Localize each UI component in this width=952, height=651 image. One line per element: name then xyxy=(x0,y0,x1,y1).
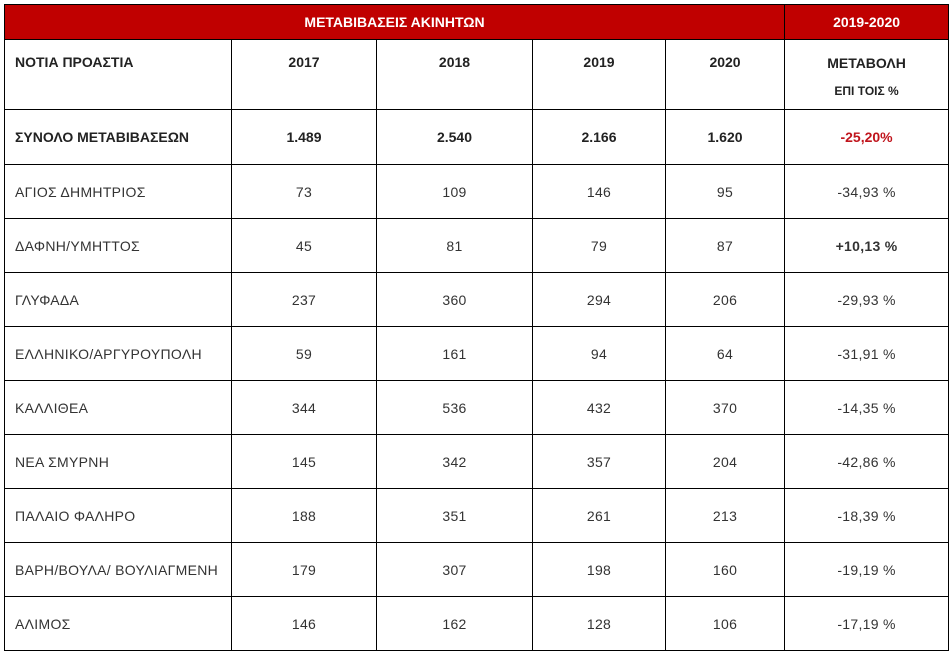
value-2018: 161 xyxy=(376,326,533,381)
col-area: ΝΟΤΙΑ ΠΡΟΑΣΤΙΑ xyxy=(4,39,232,110)
value-2017: 59 xyxy=(231,326,377,381)
table-row: ΑΓΙΟΣ ΔΗΜΗΤΡΙΟΣ 73 109 146 95 -34,93 % xyxy=(4,164,950,219)
value-2018: 307 xyxy=(376,542,533,597)
value-2017: 179 xyxy=(231,542,377,597)
value-2017: 45 xyxy=(231,218,377,273)
value-2017: 344 xyxy=(231,380,377,435)
value-2019: 357 xyxy=(532,434,666,489)
value-2018: 360 xyxy=(376,272,533,327)
col-change-unit: ΕΠΙ ΤΟΙΣ % xyxy=(834,84,899,98)
value-2018: 109 xyxy=(376,164,533,219)
value-2019: 294 xyxy=(532,272,666,327)
area-name: ΓΛΥΦΑΔΑ xyxy=(4,272,232,327)
value-2018: 536 xyxy=(376,380,533,435)
value-2020: 64 xyxy=(664,326,786,381)
value-2019: 261 xyxy=(532,488,666,543)
change-value: -18,39 % xyxy=(784,488,950,543)
value-2017: 73 xyxy=(231,164,377,219)
area-name: ΑΛΙΜΟΣ xyxy=(4,596,232,651)
value-2020: 87 xyxy=(664,218,786,273)
area-name: ΒΑΡΗ/ΒΟΥΛΑ/ ΒΟΥΛΙΑΓΜΕΝΗ xyxy=(4,542,232,597)
table-header-row: ΜΕΤΑΒΙΒΑΣΕΙΣ ΑΚΙΝΗΤΩΝ 2019-2020 xyxy=(3,4,950,40)
value-2020: 160 xyxy=(664,542,786,597)
area-name: ΔΑΦΝΗ/ΥΜΗΤΤΟΣ xyxy=(4,218,232,273)
value-2019: 128 xyxy=(532,596,666,651)
area-name: ΕΛΛΗΝΙΚΟ/ΑΡΓΥΡΟΥΠΟΛΗ xyxy=(4,326,232,381)
total-2019: 2.166 xyxy=(532,109,666,165)
col-2018: 2018 xyxy=(376,39,533,110)
col-2020: 2020 xyxy=(664,39,786,110)
change-value: -34,93 % xyxy=(784,164,950,219)
value-2017: 237 xyxy=(231,272,377,327)
value-2019: 198 xyxy=(532,542,666,597)
table-row: ΓΛΥΦΑΔΑ 237 360 294 206 -29,93 % xyxy=(4,272,950,327)
change-value: -31,91 % xyxy=(784,326,950,381)
table-row: ΕΛΛΗΝΙΚΟ/ΑΡΓΥΡΟΥΠΟΛΗ 59 161 94 64 -31,91… xyxy=(4,326,950,381)
table-row: ΠΑΛΑΙΟ ΦΑΛΗΡΟ 188 351 261 213 -18,39 % xyxy=(4,488,950,543)
total-row: ΣΥΝΟΛΟ ΜΕΤΑΒΙΒΑΣΕΩΝ 1.489 2.540 2.166 1.… xyxy=(4,109,950,165)
col-change-label: ΜΕΤΑΒΟΛΗ xyxy=(827,55,906,71)
col-change: ΜΕΤΑΒΟΛΗ ΕΠΙ ΤΟΙΣ % xyxy=(784,39,950,110)
change-value: -19,19 % xyxy=(784,542,950,597)
value-2018: 162 xyxy=(376,596,533,651)
value-2020: 95 xyxy=(664,164,786,219)
table-row: ΝΕΑ ΣΜΥΡΝΗ 145 342 357 204 -42,86 % xyxy=(4,434,950,489)
area-name: ΝΕΑ ΣΜΥΡΝΗ xyxy=(4,434,232,489)
column-header-row: ΝΟΤΙΑ ΠΡΟΑΣΤΙΑ 2017 2018 2019 2020 ΜΕΤΑΒ… xyxy=(4,39,950,110)
value-2019: 146 xyxy=(532,164,666,219)
col-2017: 2017 xyxy=(231,39,377,110)
total-2017: 1.489 xyxy=(231,109,377,165)
change-value: -17,19 % xyxy=(784,596,950,651)
change-value: -14,35 % xyxy=(784,380,950,435)
value-2020: 370 xyxy=(664,380,786,435)
total-2020: 1.620 xyxy=(664,109,786,165)
value-2019: 94 xyxy=(532,326,666,381)
change-value: -42,86 % xyxy=(784,434,950,489)
period-label: 2019-2020 xyxy=(784,4,950,40)
table-row: ΚΑΛΛΙΘΕΑ 344 536 432 370 -14,35 % xyxy=(4,380,950,435)
value-2018: 81 xyxy=(376,218,533,273)
area-name: ΠΑΛΑΙΟ ΦΑΛΗΡΟ xyxy=(4,488,232,543)
value-2020: 106 xyxy=(664,596,786,651)
table-row: ΑΛΙΜΟΣ 146 162 128 106 -17,19 % xyxy=(4,596,950,651)
value-2017: 145 xyxy=(231,434,377,489)
col-2019: 2019 xyxy=(532,39,666,110)
table-row: ΔΑΦΝΗ/ΥΜΗΤΤΟΣ 45 81 79 87 +10,13 % xyxy=(4,218,950,273)
value-2017: 188 xyxy=(231,488,377,543)
value-2020: 204 xyxy=(664,434,786,489)
property-transfers-table: ΜΕΤΑΒΙΒΑΣΕΙΣ ΑΚΙΝΗΤΩΝ 2019-2020 ΝΟΤΙΑ ΠΡ… xyxy=(3,4,950,651)
total-label: ΣΥΝΟΛΟ ΜΕΤΑΒΙΒΑΣΕΩΝ xyxy=(4,109,232,165)
value-2019: 432 xyxy=(532,380,666,435)
change-value: +10,13 % xyxy=(784,218,950,273)
value-2018: 351 xyxy=(376,488,533,543)
area-name: ΚΑΛΛΙΘΕΑ xyxy=(4,380,232,435)
value-2020: 213 xyxy=(664,488,786,543)
total-2018: 2.540 xyxy=(376,109,533,165)
total-change: -25,20% xyxy=(784,109,950,165)
value-2018: 342 xyxy=(376,434,533,489)
area-name: ΑΓΙΟΣ ΔΗΜΗΤΡΙΟΣ xyxy=(4,164,232,219)
table-row: ΒΑΡΗ/ΒΟΥΛΑ/ ΒΟΥΛΙΑΓΜΕΝΗ 179 307 198 160 … xyxy=(4,542,950,597)
value-2019: 79 xyxy=(532,218,666,273)
table-title: ΜΕΤΑΒΙΒΑΣΕΙΣ ΑΚΙΝΗΤΩΝ xyxy=(3,4,786,40)
value-2020: 206 xyxy=(664,272,786,327)
change-value: -29,93 % xyxy=(784,272,950,327)
value-2017: 146 xyxy=(231,596,377,651)
